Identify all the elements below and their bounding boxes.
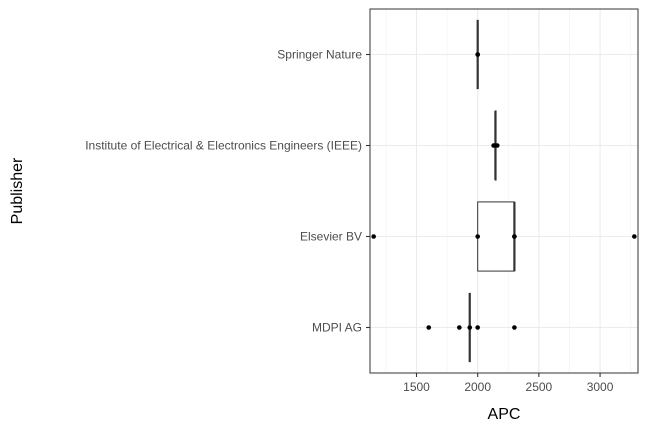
plot-panel-background xyxy=(370,9,638,373)
y-axis: Springer Nature Institute of Electrical &… xyxy=(85,48,370,335)
data-point xyxy=(512,234,517,239)
data-point xyxy=(475,234,480,239)
box xyxy=(477,201,515,272)
minor-gridlines xyxy=(385,9,632,373)
x-tick-label: 2000 xyxy=(464,380,491,394)
data-point xyxy=(494,143,500,148)
data-point xyxy=(371,234,376,239)
data-point xyxy=(512,325,517,330)
data-point xyxy=(426,325,432,330)
y-tick-label: MDPI AG xyxy=(312,321,362,335)
data-point xyxy=(457,325,462,330)
x-axis-title: APC xyxy=(488,406,521,423)
data-point xyxy=(632,234,637,239)
y-axis-title: Publisher xyxy=(9,157,26,224)
y-tick-label: Elsevier BV xyxy=(300,230,362,244)
point-layer xyxy=(371,52,637,330)
plot-panel-border xyxy=(369,8,639,374)
data-point xyxy=(475,325,480,330)
x-tick-label: 2500 xyxy=(526,380,553,394)
data-point xyxy=(475,52,480,57)
x-tick-label: 1500 xyxy=(403,380,430,394)
x-axis: 1500 2000 2500 3000 xyxy=(403,373,614,394)
y-tick-label: Institute of Electrical & Electronics En… xyxy=(85,139,362,153)
x-tick-label: 3000 xyxy=(587,380,614,394)
y-tick-label: Springer Nature xyxy=(277,48,362,62)
data-point xyxy=(467,325,473,330)
